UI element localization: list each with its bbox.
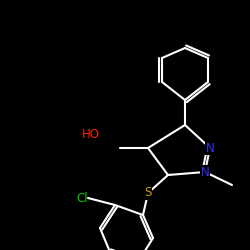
Text: S: S <box>144 186 152 200</box>
Text: Cl: Cl <box>76 192 88 204</box>
Text: HO: HO <box>82 128 100 141</box>
Text: N: N <box>206 142 214 154</box>
Text: N: N <box>200 166 209 178</box>
